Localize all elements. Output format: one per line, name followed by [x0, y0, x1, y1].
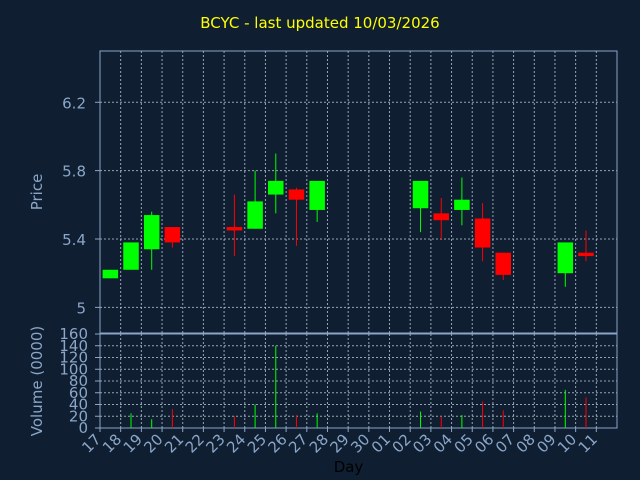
candle-body — [102, 269, 119, 279]
x-tick-label: 11 — [575, 430, 601, 456]
price-ytick-label: 6.2 — [62, 94, 86, 112]
volume-ytick-label: 20 — [69, 407, 88, 425]
candle-body — [578, 252, 594, 257]
volume-ytick-label: 100 — [59, 360, 88, 378]
candle-body — [433, 213, 449, 221]
chart-title: BCYC - last updated 10/03/2026 — [200, 14, 440, 32]
candle-body — [288, 189, 305, 200]
candle-body — [557, 242, 574, 274]
volume-ytick-label: 140 — [59, 337, 88, 355]
candle-body — [143, 215, 160, 250]
volume-axis-label: Volume (0000) — [28, 326, 46, 436]
price-axis-label: Price — [28, 174, 46, 211]
candle-body — [226, 227, 243, 231]
candle-body — [412, 180, 429, 209]
candle-body — [164, 227, 181, 243]
x-axis-label: Day — [334, 458, 364, 476]
volume-ytick-label: 60 — [69, 384, 88, 402]
candle-body — [309, 180, 325, 210]
price-panel-frame — [99, 50, 618, 334]
volume-ytick-label: 80 — [69, 372, 88, 390]
volume-ytick-label: 40 — [69, 396, 88, 414]
candle-body — [123, 242, 139, 270]
price-ytick-label: 5.4 — [62, 231, 86, 249]
candle-body — [247, 201, 263, 229]
volume-panel-frame — [99, 333, 618, 429]
volume-ytick-label: 120 — [59, 349, 88, 367]
price-ytick-label: 5.8 — [62, 163, 86, 181]
candle-body — [495, 252, 512, 275]
candle-body — [268, 180, 284, 195]
volume-ytick-label: 160 — [59, 325, 88, 343]
price-ytick-label: 5 — [76, 299, 86, 317]
candle-body — [454, 199, 470, 210]
candle-body — [474, 218, 491, 248]
volume-ytick-label: 0 — [78, 419, 88, 437]
